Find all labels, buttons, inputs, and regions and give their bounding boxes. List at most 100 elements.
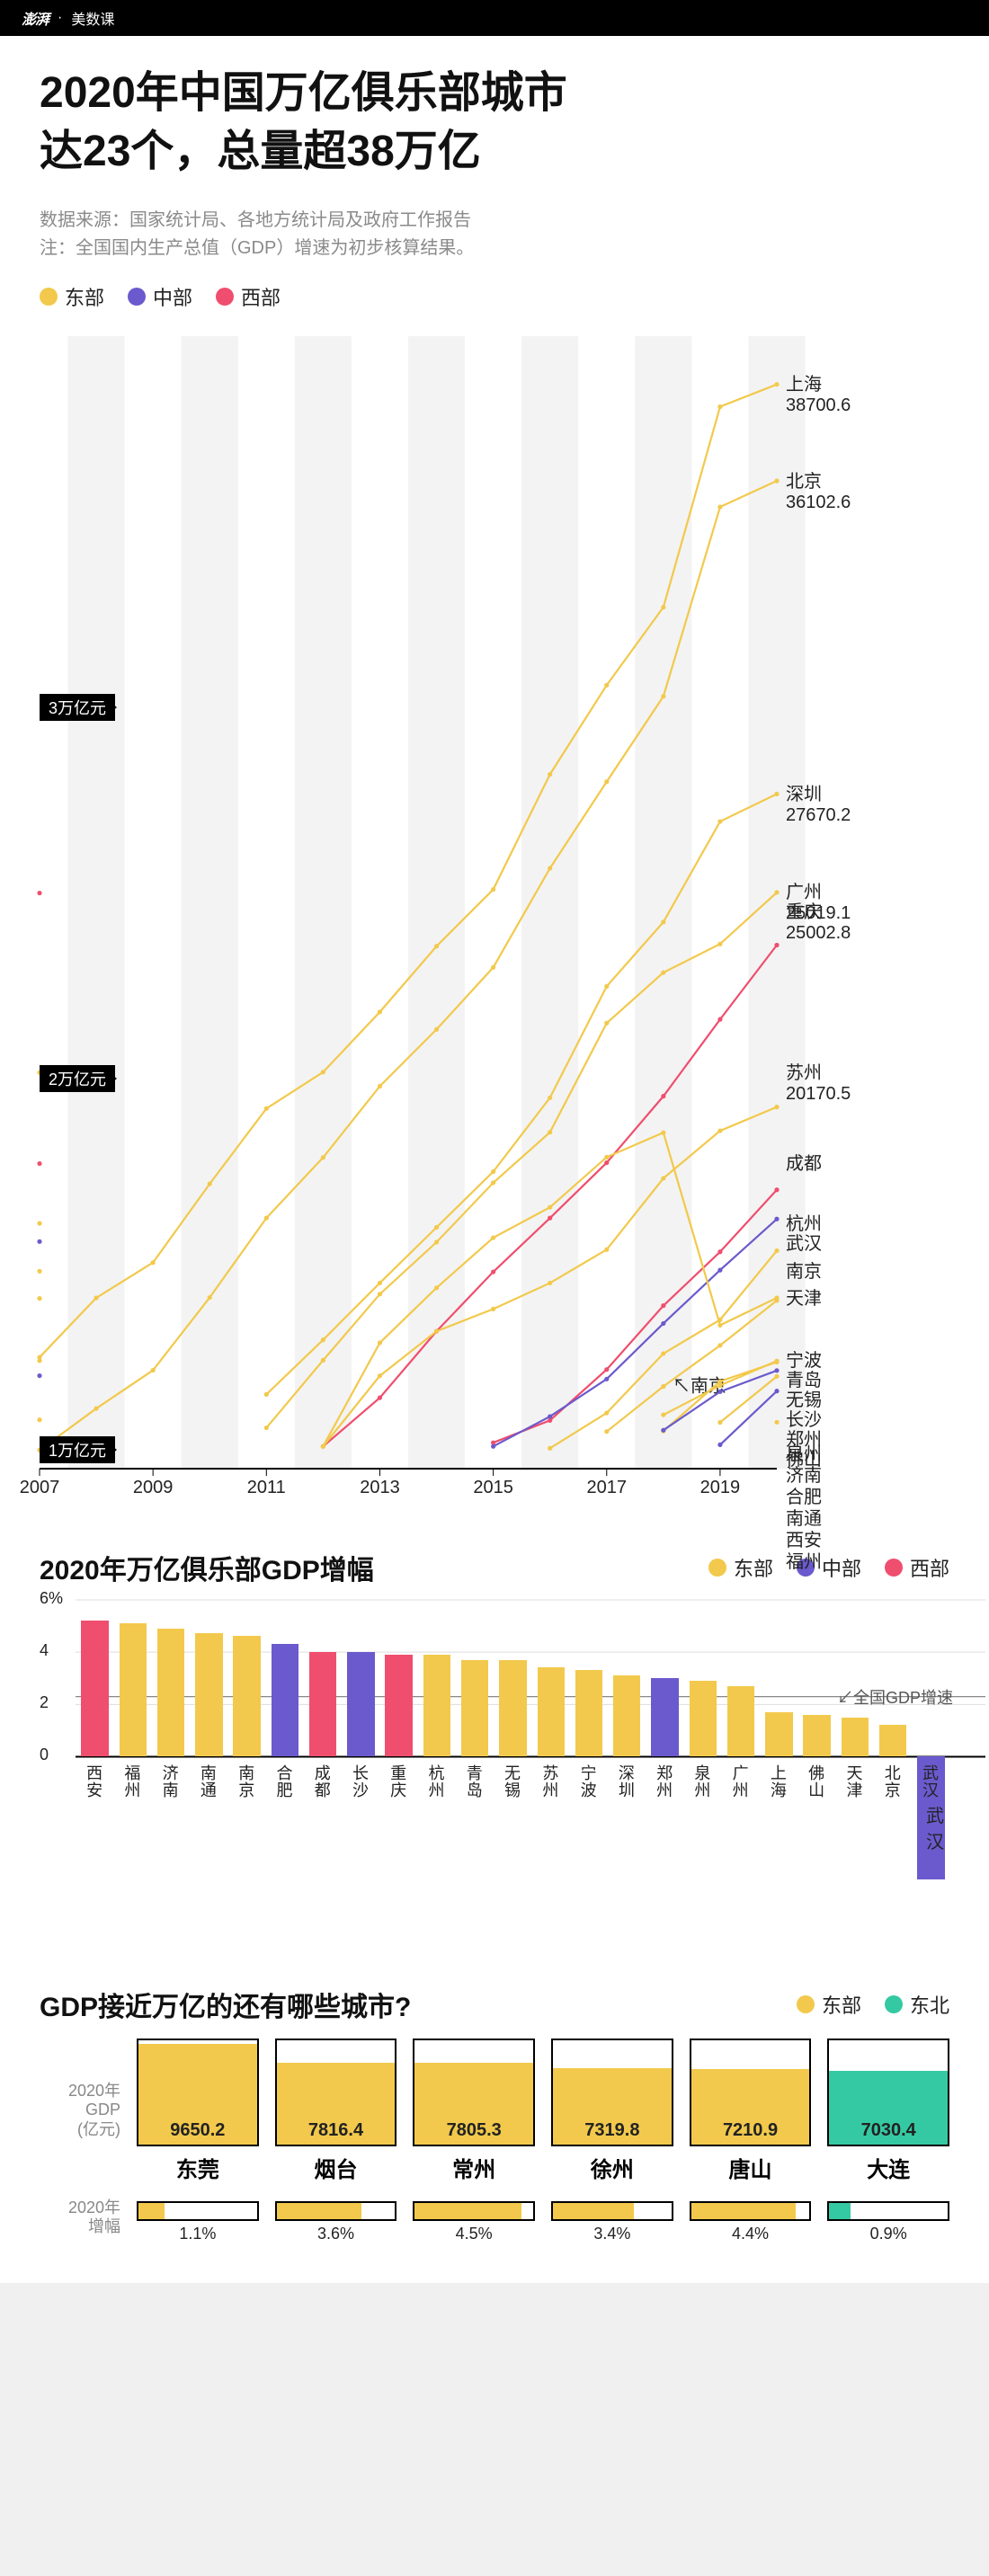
- legend-dot-west: [885, 1559, 903, 1577]
- bar-city-label: 成都: [304, 1765, 342, 1799]
- near-growth-box: [137, 2201, 259, 2221]
- near-growth-fill: [277, 2203, 362, 2219]
- bar-rect: [499, 1660, 526, 1757]
- bar-rect: [651, 1678, 678, 1756]
- legend-dot-northeast: [885, 1995, 903, 2013]
- series-end-label: 宁波: [786, 1351, 822, 1372]
- y-tick-arrow: [108, 700, 117, 715]
- bar-city-label: 济南: [152, 1765, 190, 1799]
- series-end-label: 苏州20170.5: [786, 1063, 851, 1105]
- near-growth-fill: [691, 2203, 796, 2219]
- near-growth-box: [413, 2201, 535, 2221]
- bar-重庆: 重庆: [379, 1600, 417, 1888]
- bar-rect: [120, 1623, 147, 1756]
- near-gdp-box: 7210.9: [690, 2039, 812, 2146]
- source-note: 数据来源：国家统计局、各地方统计局及政府工作报告 注：全国国内生产总值（GDP）…: [40, 207, 949, 262]
- legend-item-east: 东部: [40, 282, 104, 311]
- near-growth-value: 3.4%: [551, 2225, 673, 2243]
- legend-dot-east: [708, 1559, 726, 1577]
- x-tick-label: 2015: [473, 1478, 513, 1498]
- near-growth-value: 1.1%: [137, 2225, 259, 2243]
- near-city-name: 东莞: [137, 2152, 259, 2183]
- line-chart: ↖南京1万亿元 2万亿元 3万亿元 2007200920112013201520…: [40, 336, 939, 1505]
- near-gdp-box: 7319.8: [551, 2039, 673, 2146]
- bar-y-tick: 0: [40, 1745, 49, 1764]
- bar-chart-legend: 东部 中部 西部: [708, 1553, 949, 1582]
- bar-city-label: 郑州: [646, 1765, 683, 1799]
- bar-郑州: 郑州: [646, 1600, 683, 1888]
- bar-西安: 西安: [76, 1600, 113, 1888]
- bar-rect: [842, 1718, 869, 1757]
- legend-label-west: 西部: [910, 1553, 949, 1582]
- bar-city-label: 长沙: [342, 1765, 379, 1799]
- legend-label-east: 东部: [822, 1990, 861, 2019]
- bar-合肥: 合肥: [265, 1600, 303, 1888]
- source-line1: 数据来源：国家统计局、各地方统计局及政府工作报告: [40, 207, 949, 235]
- near-gdp-box: 9650.2: [137, 2039, 259, 2146]
- near-growth-value: 3.6%: [275, 2225, 397, 2243]
- bar-rect: [347, 1652, 374, 1756]
- y-tick-arrow: [108, 1071, 117, 1086]
- bar-city-label: 广州: [722, 1765, 760, 1799]
- near-grid: 2020年GDP(亿元) 9650.2 东莞 7816.4 烟台 7805.3 …: [40, 2039, 949, 2243]
- bar-city-label: 西安: [76, 1765, 113, 1799]
- bar-rect: [309, 1652, 336, 1756]
- y-tick-label: 3万亿元: [40, 694, 115, 721]
- bar-y-tick: 4: [40, 1641, 49, 1660]
- legend-label-east: 东部: [65, 282, 104, 311]
- bar-济南: 济南: [152, 1600, 190, 1888]
- legend-item-east: 东部: [708, 1553, 773, 1582]
- series-end-label: 深圳27670.2: [786, 785, 851, 826]
- near-growth-fill: [553, 2203, 634, 2219]
- bar-rect: [233, 1636, 260, 1756]
- bar-rect: [81, 1621, 108, 1756]
- near-legend: 东部 东北: [797, 1990, 949, 2019]
- legend-label-central: 中部: [822, 1553, 861, 1582]
- near-growth-东莞: 1.1%: [137, 2192, 259, 2243]
- infographic-page: 澎湃 · 美数课 2020年中国万亿俱乐部城市 达23个，总量超38万亿 数据来…: [0, 0, 989, 2283]
- headline: 2020年中国万亿俱乐部城市 达23个，总量超38万亿: [40, 65, 949, 182]
- near-city-name: 大连: [827, 2152, 949, 2183]
- bar-city-label: 北京: [874, 1765, 912, 1799]
- legend-item-east: 东部: [797, 1990, 861, 2019]
- bar-rect: [423, 1655, 450, 1756]
- bar-rect: [272, 1644, 298, 1756]
- bar-泉州: 泉州: [683, 1600, 721, 1888]
- bar-city-label: 重庆: [379, 1765, 417, 1799]
- legend-item-central: 中部: [128, 282, 192, 311]
- series-end-label: 杭州: [786, 1214, 822, 1235]
- series-end-label: 天津: [786, 1289, 822, 1310]
- bar-city-label: 合肥: [265, 1765, 303, 1799]
- bar-city-label: 苏州: [531, 1765, 569, 1799]
- legend-label-northeast: 东北: [910, 1990, 949, 2019]
- bar-rect: [879, 1725, 906, 1756]
- bar-天津: 天津: [835, 1600, 873, 1888]
- legend-label-east: 东部: [734, 1553, 773, 1582]
- near-growth-常州: 4.5%: [413, 2192, 535, 2243]
- bar-city-label: 深圳: [608, 1765, 646, 1799]
- near-gdp-value: 7210.9: [691, 2120, 810, 2141]
- near-growth-fill: [414, 2203, 521, 2219]
- near-card-烟台: 7816.4 烟台: [275, 2039, 397, 2183]
- series-end-label: 成都: [786, 1154, 822, 1175]
- bar-chart-title: 2020年万亿俱乐部GDP增幅: [40, 1548, 374, 1587]
- bar-rect: [538, 1667, 565, 1756]
- near-city-name: 徐州: [551, 2152, 673, 2183]
- bar-成都: 成都: [304, 1600, 342, 1888]
- near-gdp-value: 7805.3: [414, 2120, 533, 2141]
- bar-city-label: 天津: [835, 1765, 873, 1799]
- bar-y-tick: 2: [40, 1693, 49, 1712]
- legend-label-west: 西部: [241, 282, 281, 311]
- x-tick-label: 2013: [360, 1478, 400, 1498]
- near-growth-唐山: 4.4%: [690, 2192, 812, 2243]
- near-growth-烟台: 3.6%: [275, 2192, 397, 2243]
- headline-line2: 达23个，总量超38万亿: [40, 128, 481, 175]
- series-end-label: 北京36102.6: [786, 472, 851, 513]
- near-gdp-box: 7030.4: [827, 2039, 949, 2146]
- bar-广州: 广州: [722, 1600, 760, 1888]
- legend-item-west: 西部: [885, 1553, 949, 1582]
- row-label: 2020年增幅: [40, 2192, 120, 2243]
- near-card-常州: 7805.3 常州: [413, 2039, 535, 2183]
- near-title: GDP接近万亿的还有哪些城市?: [40, 1985, 411, 2024]
- wuhan-callout: 武汉: [926, 1801, 944, 1853]
